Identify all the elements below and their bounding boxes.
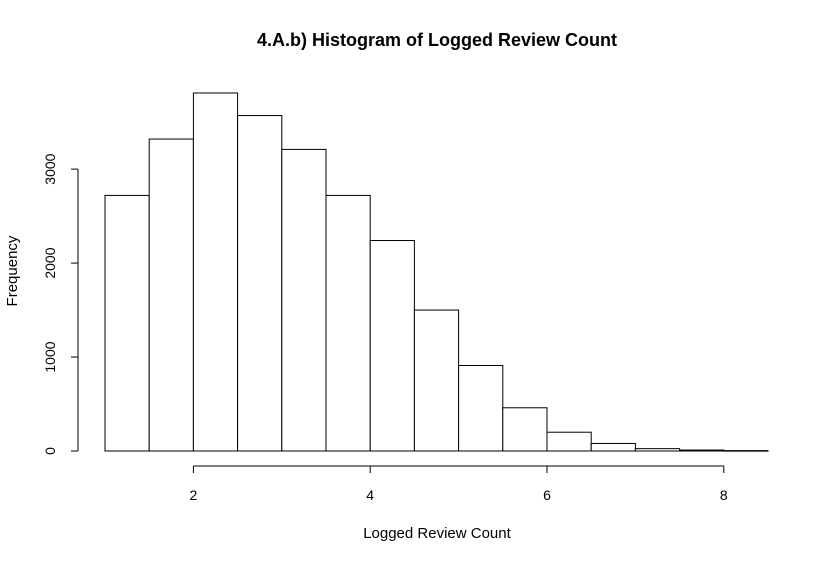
- histogram-bar: [546, 431, 592, 452]
- y-tick-label: 0: [42, 447, 58, 455]
- histogram-bar: [237, 115, 283, 452]
- y-axis: 0 1000 2000 3000: [42, 153, 79, 455]
- histogram-bar: [458, 364, 504, 452]
- histogram-bar: [369, 240, 415, 452]
- histogram-bars: [104, 92, 769, 452]
- histogram-bar: [413, 309, 460, 452]
- y-axis-title: Frequency: [4, 235, 21, 306]
- x-axis-title: Logged Review Count: [363, 525, 511, 542]
- y-tick-label: 2000: [42, 247, 58, 278]
- histogram-bar: [104, 194, 150, 452]
- histogram-bar: [634, 448, 681, 452]
- histogram-bar: [502, 407, 548, 452]
- histogram-bar: [148, 138, 194, 452]
- x-tick-label: 8: [720, 487, 728, 503]
- x-tick-label: 2: [190, 487, 198, 503]
- histogram-bar: [723, 450, 769, 452]
- x-tick-label: 4: [366, 487, 374, 503]
- y-tick-label: 1000: [42, 341, 58, 372]
- x-axis: 2 4 6 8: [190, 465, 728, 503]
- histogram-bar: [590, 442, 636, 452]
- x-tick-label: 6: [543, 487, 551, 503]
- histogram-bar: [192, 92, 239, 452]
- histogram-bar: [281, 148, 327, 452]
- chart-title: 4.A.b) Histogram of Logged Review Count: [257, 30, 617, 50]
- histogram-bar: [325, 194, 371, 452]
- y-tick-label: 3000: [42, 153, 58, 184]
- histogram-bar: [679, 449, 725, 452]
